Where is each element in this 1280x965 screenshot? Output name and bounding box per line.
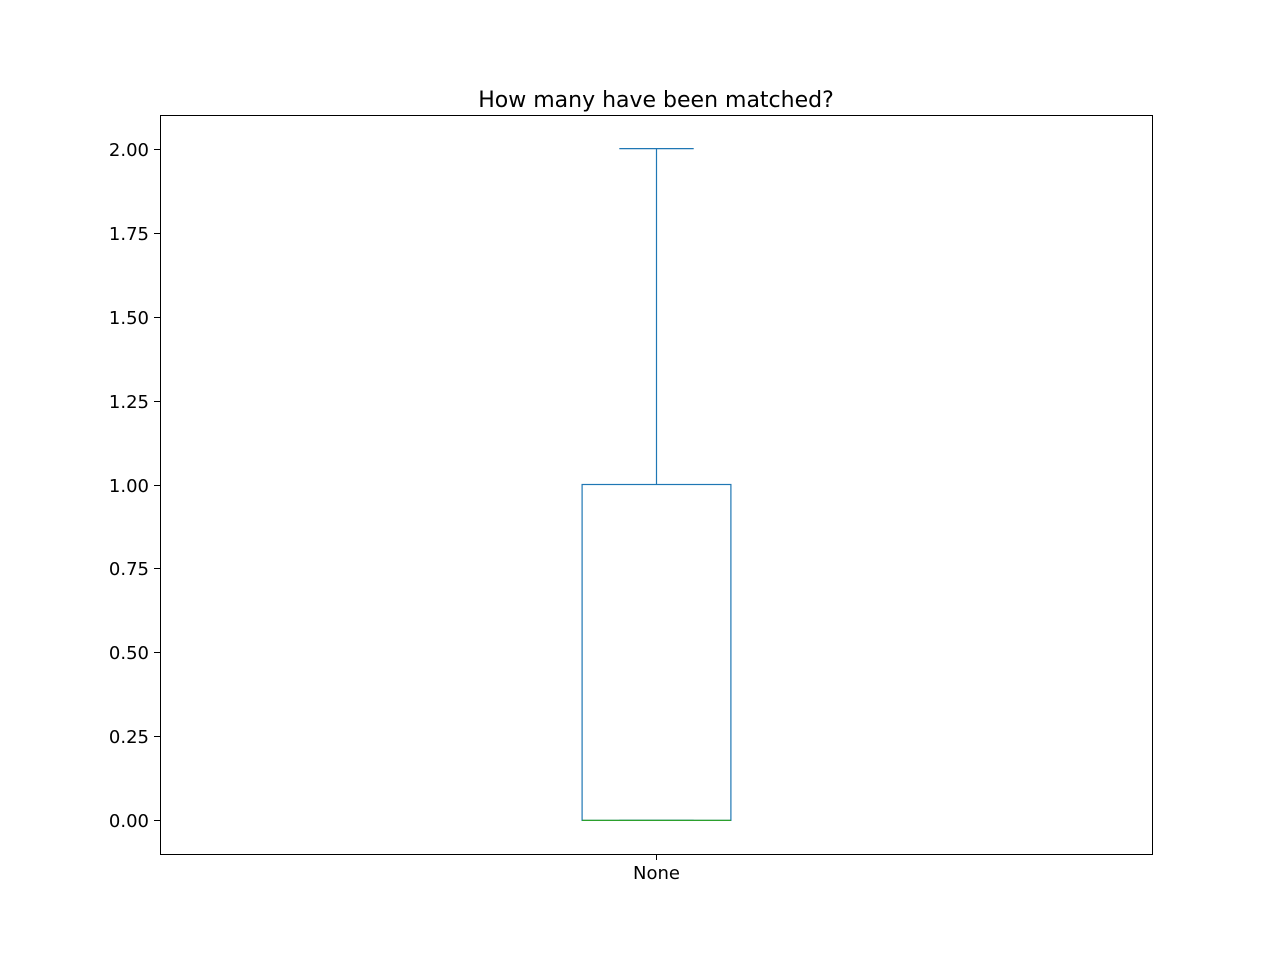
y-tick-label: 0.25	[109, 727, 149, 748]
y-tick-label: 2.00	[109, 140, 149, 161]
x-tick-label: None	[633, 863, 680, 884]
y-tick-label: 0.75	[109, 559, 149, 580]
y-tick-label: 1.75	[109, 224, 149, 245]
y-tick-label: 1.00	[109, 476, 149, 497]
y-axis: 0.00 0.25 0.50 0.75 1.00 1.25 1.50 1.75 2.00	[109, 140, 160, 832]
y-tick-label: 1.50	[109, 308, 149, 329]
box-iqr	[581, 483, 732, 822]
y-tick-label: 0.50	[109, 643, 149, 664]
x-axis: None	[633, 854, 680, 884]
chart-marks	[581, 147, 732, 822]
y-tick-label: 0.00	[109, 811, 149, 832]
y-tick-label: 1.25	[109, 392, 149, 413]
chart-title: How many have been matched?	[478, 88, 834, 113]
